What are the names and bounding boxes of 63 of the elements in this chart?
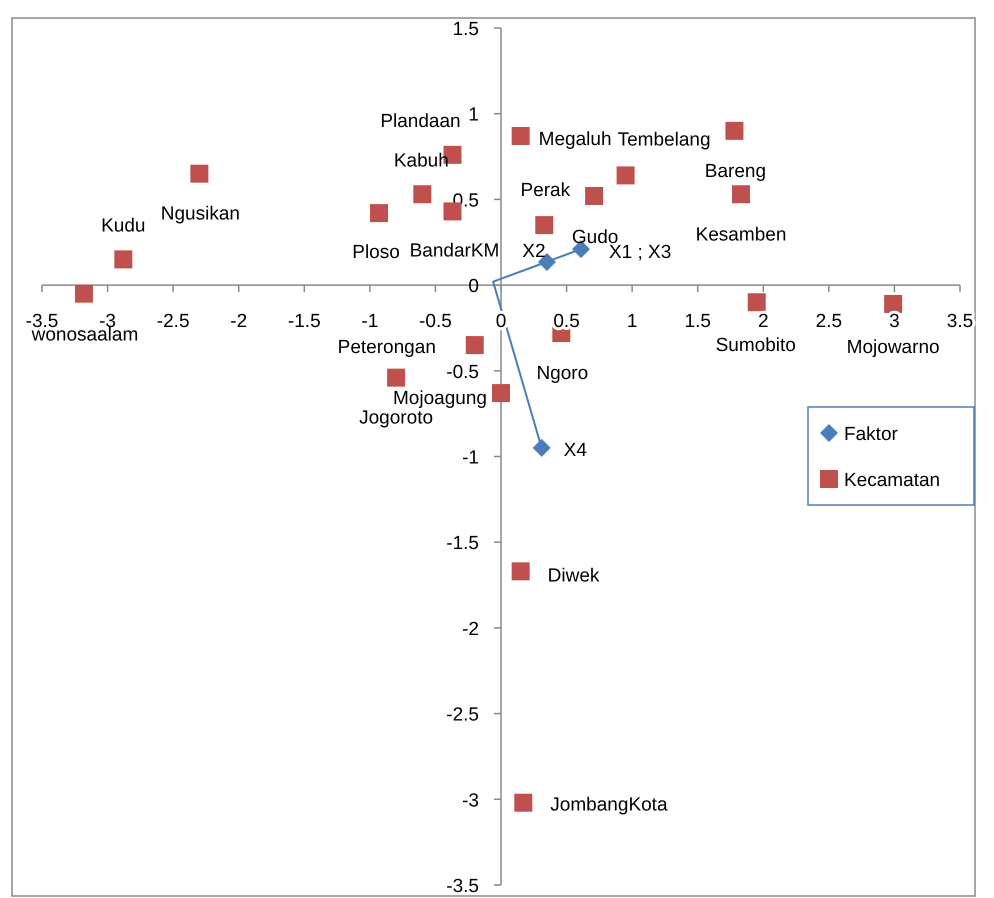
point	[535, 216, 554, 234]
data-label: Ngoro	[536, 363, 588, 384]
x-tick-label: -2.5	[156, 311, 190, 332]
data-label: X2	[522, 240, 546, 262]
x-tick-label: 1	[626, 311, 638, 332]
data-label: Perak	[520, 180, 571, 202]
point	[512, 562, 530, 580]
data-label: Kesamben	[696, 224, 786, 246]
data-label: JombangKota	[550, 794, 668, 816]
point	[114, 250, 132, 268]
data-label: Ngusikan	[160, 204, 240, 225]
y-tick-label: -2.5	[446, 704, 479, 726]
point	[74, 284, 93, 303]
data-label: Tembelang	[618, 129, 711, 150]
point	[466, 336, 484, 354]
y-tick-label: -1.5	[446, 533, 479, 554]
y-tick-label: 0	[468, 276, 479, 298]
data-label: Diwek	[548, 565, 600, 586]
point	[532, 438, 551, 457]
x-tick-label: -1	[361, 311, 378, 332]
legend-label: Kecamatan	[844, 470, 940, 491]
x-tick-label: 2	[758, 311, 769, 332]
point	[732, 185, 750, 204]
y-tick-label: -0.5	[446, 362, 479, 383]
data-label: Kudu	[101, 215, 146, 236]
data-label: Mojoagung	[392, 388, 487, 410]
y-tick-label: -3	[462, 790, 479, 812]
point	[514, 794, 532, 812]
y-tick-label: -2	[462, 618, 479, 640]
point	[413, 185, 432, 204]
point	[585, 186, 604, 205]
data-label: Sumobito	[716, 335, 796, 356]
data-label: Peterongan	[338, 337, 436, 358]
point	[370, 204, 388, 222]
y-tick-label: 1.5	[452, 19, 479, 40]
x-tick-label: -1.5	[288, 311, 321, 332]
point	[387, 368, 406, 387]
data-label: Ploso	[352, 242, 400, 264]
legend-label: Faktor	[844, 424, 899, 445]
y-tick-label: 1	[468, 104, 479, 126]
data-label: Jogoroto	[359, 408, 434, 429]
data-label: Bareng	[704, 160, 766, 182]
point	[725, 122, 744, 140]
x-tick-label: 3.5	[946, 311, 974, 332]
data-label: Plandaan	[380, 110, 461, 132]
point	[512, 126, 530, 145]
x-tick-label: -0.5	[419, 311, 452, 332]
point	[616, 166, 635, 184]
x-tick-label: -2	[230, 311, 248, 332]
y-tick-label: -3.5	[446, 876, 479, 897]
point	[884, 294, 902, 313]
x-tick-label: 3	[889, 311, 900, 332]
point	[492, 384, 510, 402]
point	[748, 293, 766, 312]
x-tick-label: 2.5	[816, 311, 842, 332]
y-tick-label: -1	[462, 448, 479, 468]
data-label: Megaluh	[538, 128, 612, 150]
x-tick-label: 1.5	[684, 311, 711, 332]
point	[190, 164, 208, 183]
data-label: BandarKM	[410, 240, 500, 262]
data-label: Kabuh	[394, 150, 449, 172]
data-label: Mojowarno	[846, 336, 940, 358]
data-label: X4	[564, 440, 588, 461]
